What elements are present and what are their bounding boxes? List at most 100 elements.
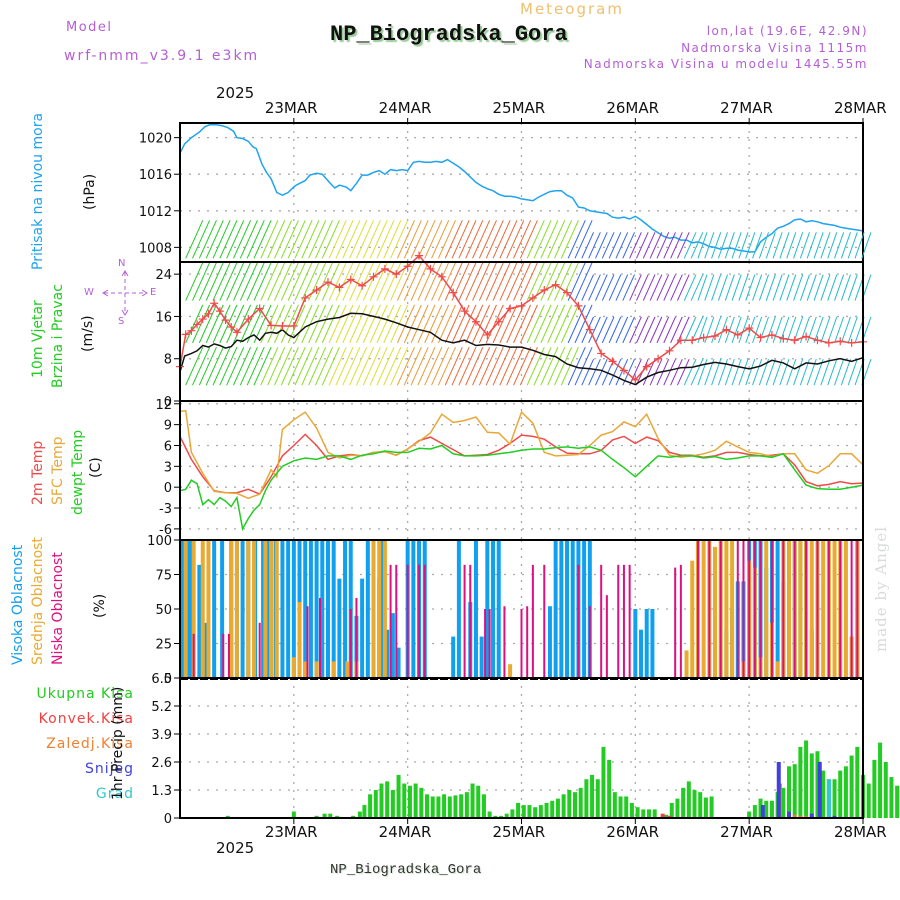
wind-barb: [615, 358, 629, 386]
gust-marker: [471, 317, 480, 326]
wind-barb: [355, 346, 374, 386]
bar-cloud-cloud_low: [628, 564, 631, 678]
bar-cloud-cloud_high: [314, 540, 319, 678]
wind-barb: [376, 220, 395, 259]
wind-barb: [554, 346, 573, 386]
wind-barb: [472, 220, 491, 259]
bar-precip-precip_total: [413, 783, 418, 818]
bar-precip-precip_total: [821, 770, 826, 818]
gust-marker: [358, 281, 367, 290]
bar-precip-precip_total: [601, 746, 606, 818]
wind-barb: [280, 220, 299, 259]
bar-cloud-cloud_low: [827, 540, 830, 678]
wind-barb: [192, 262, 211, 301]
bar-cloud-cloud_mid: [724, 540, 729, 678]
wind-barb: [437, 346, 456, 386]
gust-marker: [619, 366, 628, 375]
wind-barb: [287, 304, 306, 344]
wind-barb: [595, 358, 608, 386]
bar-cloud-cloud_high: [180, 540, 185, 678]
wind-barb: [198, 304, 217, 344]
gust-marker: [278, 321, 287, 330]
wind-barb: [328, 346, 347, 386]
wind-barb: [683, 316, 697, 344]
legend-snow: Snijeg: [84, 761, 134, 777]
wind-barb: [567, 304, 586, 344]
wind-barb: [779, 358, 790, 386]
gust-marker: [711, 331, 720, 340]
wind-barb: [280, 262, 299, 301]
wind-barb: [294, 220, 313, 259]
bar-cloud-cloud_low: [856, 540, 859, 678]
elevation-info: Nadmorska Visina 1115m: [681, 41, 868, 55]
y-tick-label: 1008: [139, 241, 172, 256]
wind-barb: [492, 262, 511, 301]
wind-barb: [670, 232, 683, 259]
wind-barb: [683, 274, 697, 301]
wind-barb: [724, 274, 735, 301]
legend-freezing-rain: Zaledj.Kisa: [46, 736, 134, 752]
bar-precip-precip_total: [550, 800, 555, 818]
bar-precip-precip_conv: [660, 813, 665, 818]
wind-barb: [806, 232, 817, 259]
wind-barb: [308, 304, 327, 344]
wind-barb: [697, 274, 708, 301]
gust-marker: [733, 330, 742, 339]
wind-barb: [683, 358, 697, 386]
bar-cloud-cloud_low: [696, 540, 699, 678]
wind-barb: [342, 304, 361, 344]
y-tick-label: 100: [147, 534, 172, 549]
wind-barb: [840, 232, 851, 259]
wind-barbs: [185, 220, 872, 386]
wind-barb: [738, 358, 749, 386]
wind-barb: [560, 220, 579, 259]
wind-barb: [676, 316, 690, 344]
wind-barb: [506, 304, 525, 344]
wind-barb: [212, 346, 231, 386]
wind-barb: [847, 316, 858, 344]
wind-barb: [274, 220, 293, 259]
bar-cloud-cloud_low: [816, 540, 819, 678]
bar-precip-precip_total: [487, 811, 492, 818]
bar-cloud-cloud_high: [261, 540, 266, 678]
bar-precip-precip_total: [764, 800, 769, 818]
bar-cloud-cloud_low: [679, 564, 682, 678]
bar-cloud-cloud_high: [559, 540, 564, 678]
wind-barb: [676, 358, 690, 386]
wind-barb: [547, 220, 566, 259]
y-tick-label: 0: [164, 672, 172, 687]
wind-barb: [567, 220, 586, 259]
wind-barb: [772, 232, 783, 259]
gust-marker: [642, 362, 651, 371]
wind-barb: [410, 220, 429, 259]
series-line-2m-temp: [179, 433, 864, 496]
bar-cloud-cloud_low: [395, 564, 398, 678]
bar-precip-precip_snow: [760, 805, 765, 818]
series-line-wind-gust: [179, 254, 864, 381]
bar-cloud-cloud_low: [463, 564, 466, 678]
bar-cloud-cloud_low: [520, 609, 523, 678]
bar-cloud-cloud_mid: [291, 657, 296, 678]
wind-barb: [704, 274, 715, 301]
bar-cloud-cloud_high: [390, 613, 395, 678]
bar-cloud-cloud_mid: [832, 540, 837, 678]
wind-barb: [478, 262, 497, 301]
model-elevation-info: Nadmorska Visina u modelu 1445.55m: [583, 57, 868, 71]
y-tick-label: 6.5: [151, 672, 172, 687]
wind-barb: [827, 358, 838, 386]
bar-precip-precip_snow: [832, 815, 837, 818]
bar-cloud-cloud_mid: [246, 540, 251, 678]
gust-marker: [665, 346, 674, 355]
wind-barb: [731, 274, 742, 301]
wind-barb: [615, 316, 629, 344]
wind-barb: [451, 346, 470, 386]
wind-barb: [506, 346, 525, 386]
wind-barb: [315, 304, 334, 344]
bar-precip-precip_total: [291, 811, 296, 818]
wind-barb: [267, 262, 286, 301]
bar-cloud-cloud_low: [782, 540, 785, 678]
bar-cloud-cloud_high: [633, 609, 638, 678]
bar-precip-precip_total: [624, 796, 629, 818]
series-line-sfc-temp: [179, 409, 864, 500]
wind-barb: [226, 262, 245, 301]
